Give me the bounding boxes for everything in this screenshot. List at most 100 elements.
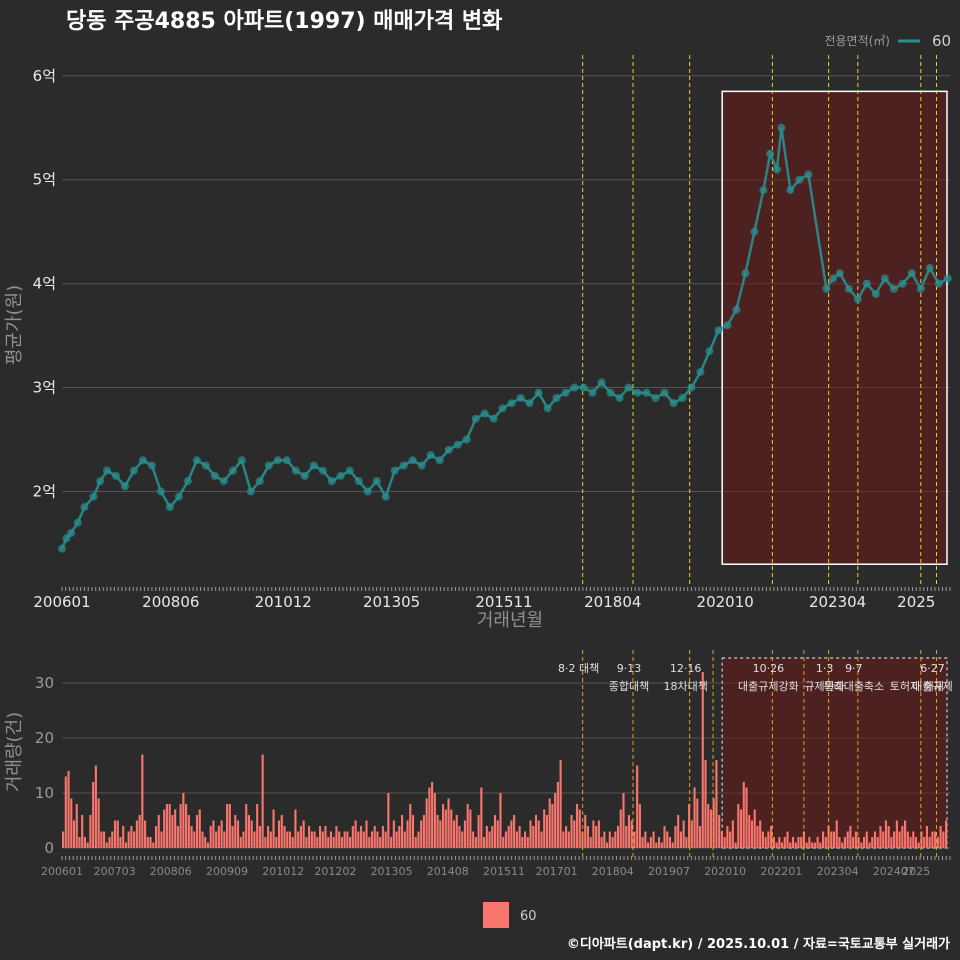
price-point [58,544,66,553]
volume-bar [507,826,510,848]
volume-bar [94,765,97,848]
volume-bar [354,820,357,848]
volume-bar [898,831,901,848]
volume-x-tick-label: 201012 [262,865,304,878]
volume-bar [543,809,546,848]
volume-bar [805,842,808,848]
volume-bar [879,826,882,848]
volume-bar [945,820,948,848]
volume-bar [780,842,784,848]
volume-x-tick-label: 201202 [314,865,356,878]
volume-annotation-label: 6·27 [920,662,945,675]
price-point [489,414,498,423]
volume-bar [247,815,251,848]
volume-bar [871,837,874,848]
volume-x-tick-label: 202201 [760,865,802,878]
price-point [246,487,255,496]
volume-bar [239,837,242,848]
volume-bar [176,826,179,848]
volume-x-tick-label: 200703 [94,865,136,878]
volume-annotation-label: 특례대출축소 [823,680,884,693]
volume-bar [62,831,65,848]
volume-bar [715,760,718,848]
volume-bar [567,831,570,848]
price-point [795,175,804,184]
price-point [862,279,871,288]
volume-bar [390,837,393,848]
volume-bar [146,837,149,848]
price-point [516,393,525,402]
price-point [925,264,934,273]
price-x-tick-label: 201804 [584,593,641,611]
volume-bar [540,831,543,848]
volume-bar [917,842,920,848]
price-point [237,456,246,465]
price-point [853,295,862,304]
price-point [62,534,71,543]
volume-bar [264,837,267,848]
volume-bar [873,831,877,848]
volume-bar [499,793,502,848]
volume-bar [250,820,253,848]
volume-bar [324,826,327,848]
volume-x-tick-label: 201907 [648,865,690,878]
price-point [916,284,925,293]
price-point [898,279,907,288]
volume-bar [242,831,245,848]
price-y-tick-label: 6억 [33,67,56,85]
price-point [264,461,273,470]
volume-bar [480,787,483,848]
price-point [732,305,741,314]
volume-bar [488,831,491,848]
volume-bar [854,831,857,848]
volume-bar [914,837,918,848]
volume-x-tick-label: 201511 [483,865,525,878]
volume-bar [742,782,745,848]
volume-bar [657,837,661,848]
volume-bar [920,831,923,848]
volume-bar [606,842,609,848]
price-point [642,388,651,397]
price-point [633,388,642,397]
volume-bar [198,809,201,848]
price-point [777,123,786,132]
price-point [363,487,372,496]
volume-bar [261,754,264,848]
volume-x-tick-label: 202407 [873,865,915,878]
volume-bar [775,842,778,848]
volume-bar [420,820,423,848]
volume-bar [622,793,625,848]
volume-bar [586,826,590,848]
price-point [741,269,750,278]
volume-bar [830,831,833,848]
volume-bar [565,826,568,848]
volume-bar [928,837,931,848]
volume-bar [452,820,456,848]
volume-bar [469,809,472,848]
volume-bar [436,815,439,848]
volume-bar [231,826,234,848]
price-x-tick-label: 201511 [475,593,532,611]
volume-bar [291,837,294,848]
volume-annotation-label: 규제완화 [804,680,844,693]
volume-bar [127,831,130,848]
volume-bar [141,754,144,848]
price-point [759,186,768,195]
volume-bar [688,804,691,848]
volume-bar [647,842,650,848]
volume-bar [811,842,814,848]
volume-bar [783,837,786,848]
price-point [835,269,844,278]
volume-bar [422,815,425,848]
volume-bar [614,831,617,848]
price-x-tick-label: 2025 [897,593,935,611]
price-point [354,477,363,486]
volume-x-tick-label: 2025 [902,865,930,878]
price-point [210,471,219,480]
price-point [804,170,813,179]
volume-bar [466,804,469,848]
price-legend-title: 전용면적(㎡) [824,34,890,48]
volume-bar [474,837,477,848]
price-point [907,269,916,278]
volume-bar [570,815,573,848]
